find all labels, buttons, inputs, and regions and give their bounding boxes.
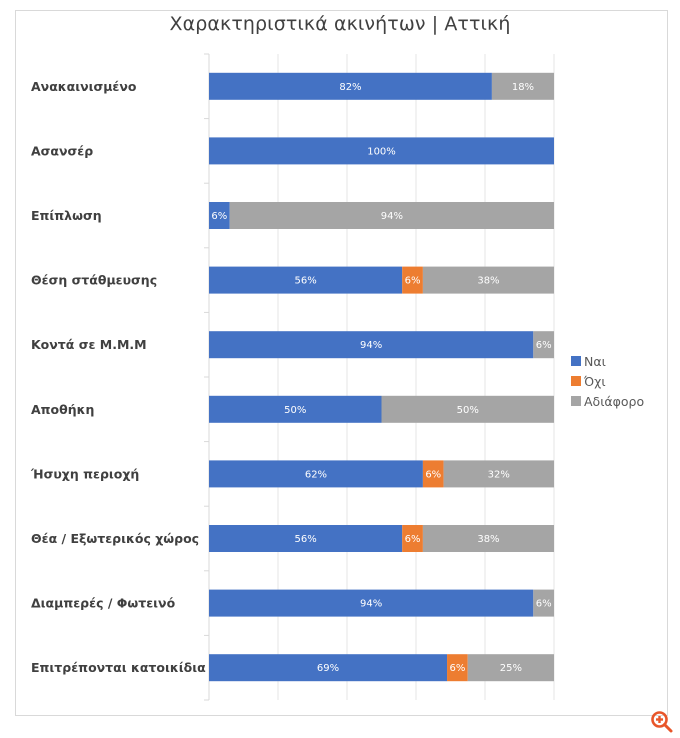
data-label: 6% xyxy=(425,469,441,480)
bar-segment-ναι xyxy=(209,395,382,423)
bar-segment-αδιάφορο xyxy=(467,654,554,682)
chart-title: Χαρακτηριστικά ακινήτων | Αττική xyxy=(169,13,511,35)
legend-item-ochi: Όχι xyxy=(571,371,644,391)
legend-swatch-adiaforo xyxy=(571,396,581,406)
bar-segment-αδιάφορο xyxy=(422,266,554,294)
bar-segment-ναι xyxy=(209,331,534,359)
data-label: 6% xyxy=(211,211,227,222)
bar-segment-όχι xyxy=(447,654,468,682)
legend-item-nai: Ναι xyxy=(571,351,644,371)
data-label: 94% xyxy=(360,340,382,351)
data-label: 56% xyxy=(294,276,316,287)
bar-segment-όχι xyxy=(422,460,444,488)
category-label: Διαμπερές / Φωτεινό xyxy=(31,596,176,611)
bar-segment-ναι xyxy=(209,137,554,165)
category-label: Ήσυχη περιοχή xyxy=(30,466,139,481)
data-label: 6% xyxy=(536,340,552,351)
bar-segment-ναι xyxy=(209,589,534,617)
legend-swatch-ochi xyxy=(571,376,581,386)
data-label: 6% xyxy=(449,663,465,674)
bar-segment-ναι xyxy=(209,460,423,488)
data-label: 56% xyxy=(294,534,316,545)
bar-segment-ναι xyxy=(209,202,230,229)
data-label: 38% xyxy=(477,534,499,545)
legend-label-adiaforo: Αδιάφορο xyxy=(584,393,645,409)
legend-label-nai: Ναι xyxy=(584,353,606,369)
category-label: Αποθήκη xyxy=(31,402,94,417)
data-label: 94% xyxy=(381,211,403,222)
bar-segment-αδιάφορο xyxy=(381,395,554,423)
data-label: 82% xyxy=(339,82,361,93)
data-label: 32% xyxy=(488,469,510,480)
data-label: 50% xyxy=(284,405,306,416)
bar-segment-όχι xyxy=(402,525,423,552)
bar-segment-ναι xyxy=(209,654,448,682)
bar-segment-αδιάφορο xyxy=(533,589,554,617)
category-label: Ασανσέρ xyxy=(31,143,93,158)
bar-segment-όχι xyxy=(402,266,423,294)
category-label: Επιτρέπονται κατοικίδια xyxy=(31,660,206,675)
category-label: Θέση στάθμευσης xyxy=(31,273,157,288)
data-label: 6% xyxy=(405,276,421,287)
bar-segment-αδιάφορο xyxy=(422,525,554,552)
bar-segment-αδιάφορο xyxy=(229,202,554,229)
data-label: 62% xyxy=(305,469,327,480)
legend-label-ochi: Όχι xyxy=(584,373,606,389)
data-label: 6% xyxy=(405,534,421,545)
data-label: 100% xyxy=(367,146,396,157)
data-label: 38% xyxy=(477,276,499,287)
legend-item-adiaforo: Αδιάφορο xyxy=(571,391,644,411)
data-label: 69% xyxy=(317,663,339,674)
category-labels: Ανακαινισμένο Ασανσέρ Επίπλωση Θέση στάθμευ… xyxy=(30,79,206,675)
bar-segment-αδιάφορο xyxy=(443,460,554,488)
data-label: 18% xyxy=(512,82,534,93)
bar-segment-αδιάφορο xyxy=(491,72,554,100)
category-label: Ανακαινισμένο xyxy=(31,79,137,94)
bar-segment-ναι xyxy=(209,525,403,552)
bar-segment-ναι xyxy=(209,266,403,294)
bar-segment-ναι xyxy=(209,72,492,100)
zoom-in-icon[interactable] xyxy=(650,710,674,734)
category-label: Επίπλωση xyxy=(31,208,102,223)
category-axis xyxy=(204,53,210,701)
data-label: 94% xyxy=(360,599,382,610)
category-label: Θέα / Εξωτερικός χώρος xyxy=(31,531,199,546)
data-label: 50% xyxy=(457,405,479,416)
category-label: Κοντά σε Μ.Μ.Μ xyxy=(31,337,147,352)
legend: Ναι Όχι Αδιάφορο xyxy=(571,351,644,411)
data-label: 6% xyxy=(536,599,552,610)
bar-segment-αδιάφορο xyxy=(533,331,554,359)
bars: 82% 18% 100% 6% 94% 56% 6% 38% 94% 6% 50% 50% 62% 6% 3… xyxy=(209,72,554,682)
legend-swatch-nai xyxy=(571,356,581,366)
data-label: 25% xyxy=(500,663,522,674)
